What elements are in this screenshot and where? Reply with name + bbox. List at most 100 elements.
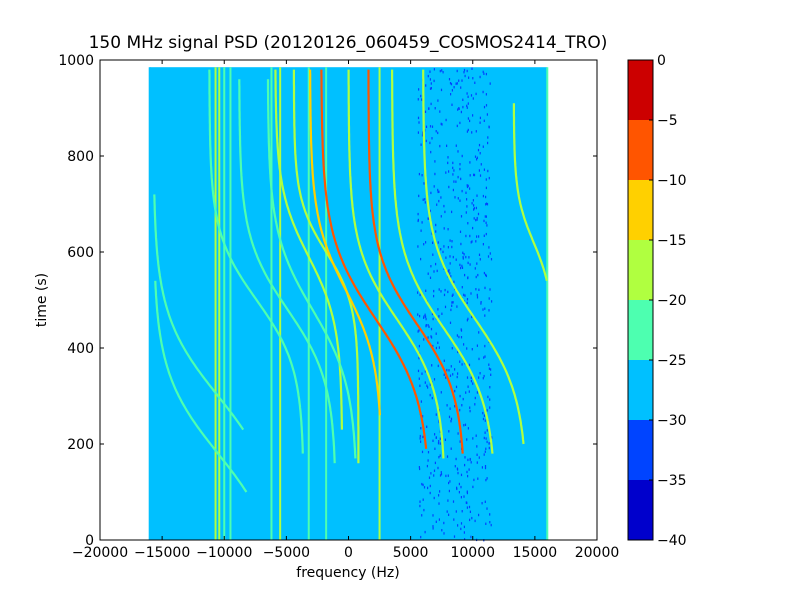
noise-speck	[484, 314, 486, 317]
noise-speck	[449, 480, 451, 483]
noise-speck	[476, 391, 478, 394]
noise-speck	[484, 215, 486, 218]
noise-speck	[429, 70, 431, 73]
noise-speck	[463, 531, 465, 534]
y-tick-label: 0	[85, 533, 94, 549]
noise-speck	[417, 131, 419, 134]
noise-speck	[466, 347, 468, 350]
noise-speck	[486, 113, 488, 116]
noise-speck	[476, 461, 478, 464]
noise-speck	[451, 240, 453, 243]
noise-speck	[449, 255, 451, 258]
noise-speck	[466, 184, 468, 187]
noise-speck	[445, 474, 447, 478]
noise-speck	[443, 227, 445, 230]
noise-speck	[427, 324, 429, 327]
noise-speck	[444, 305, 447, 309]
noise-speck	[421, 174, 423, 177]
noise-speck	[489, 288, 491, 291]
noise-speck	[466, 198, 468, 201]
noise-speck	[457, 471, 459, 475]
noise-speck	[425, 289, 427, 292]
noise-speck	[417, 291, 419, 294]
noise-speck	[476, 262, 478, 265]
noise-speck	[489, 82, 491, 85]
noise-speck	[432, 439, 434, 442]
noise-speck	[487, 136, 489, 139]
doppler-curve	[422, 69, 525, 445]
noise-speck	[457, 150, 459, 153]
noise-speck	[484, 419, 486, 422]
noise-speck	[419, 467, 421, 471]
noise-speck	[479, 174, 482, 177]
noise-speck	[448, 430, 450, 433]
noise-speck	[466, 104, 468, 108]
noise-speck	[461, 286, 463, 289]
noise-speck	[484, 500, 486, 503]
noise-speck	[427, 486, 429, 490]
noise-speck	[476, 194, 478, 197]
noise-speck	[429, 78, 431, 81]
noise-speck	[444, 288, 446, 292]
noise-speck	[466, 301, 468, 305]
noise-speck	[418, 88, 420, 91]
noise-speck	[487, 395, 489, 399]
noise-speck	[427, 272, 429, 275]
noise-speck	[466, 130, 468, 133]
noise-speck	[426, 384, 428, 387]
noise-speck	[443, 373, 445, 376]
noise-speck	[478, 376, 480, 379]
noise-speck	[424, 313, 426, 316]
noise-speck	[447, 228, 449, 231]
x-tick-label: 15000	[513, 545, 558, 561]
noise-speck	[424, 201, 426, 204]
noise-speck	[430, 265, 432, 268]
noise-speck	[483, 436, 485, 440]
noise-speck	[475, 240, 477, 243]
noise-speck	[437, 442, 440, 445]
noise-speck	[423, 243, 425, 246]
noise-speck	[429, 276, 432, 279]
noise-speck	[463, 525, 465, 529]
doppler-curve	[309, 69, 381, 416]
noise-speck	[443, 521, 445, 525]
noise-speck	[455, 510, 457, 513]
colorbar-segment	[628, 360, 653, 420]
noise-speck	[452, 293, 454, 296]
noise-speck	[418, 121, 420, 124]
noise-speck	[440, 471, 442, 474]
noise-speck	[451, 245, 453, 249]
noise-speck	[438, 494, 440, 497]
noise-speck	[469, 119, 471, 123]
noise-speck	[485, 273, 487, 277]
noise-speck	[460, 177, 462, 181]
noise-speck	[473, 173, 475, 177]
noise-speck	[417, 218, 419, 222]
doppler-curve	[367, 69, 464, 454]
noise-speck	[461, 510, 463, 513]
noise-speck	[486, 203, 489, 206]
noise-speck	[470, 461, 472, 464]
y-axis: 0 200 400 600 800 1000	[58, 53, 597, 549]
colorbar-tick-label: −30	[657, 413, 687, 429]
noise-speck	[459, 394, 461, 398]
x-axis-label: frequency (Hz)	[296, 565, 399, 581]
noise-speck	[420, 535, 422, 539]
noise-speck	[458, 335, 460, 339]
noise-speck	[446, 510, 448, 513]
noise-speck	[418, 377, 420, 380]
noise-speck	[435, 230, 437, 233]
noise-speck	[444, 210, 446, 214]
noise-speck	[419, 500, 421, 503]
noise-speck	[469, 406, 471, 409]
noise-speck	[483, 414, 485, 417]
x-axis: −20000 −15000 −10000 −5000 0 5000 10000 15000 20…	[72, 60, 619, 561]
noise-speck	[450, 417, 453, 421]
noise-speck	[472, 77, 474, 80]
noise-speck	[488, 309, 490, 312]
noise-speck	[467, 222, 469, 225]
noise-speck	[448, 481, 450, 485]
noise-speck	[469, 187, 471, 190]
noise-speck	[460, 527, 462, 531]
noise-speck	[424, 381, 426, 384]
